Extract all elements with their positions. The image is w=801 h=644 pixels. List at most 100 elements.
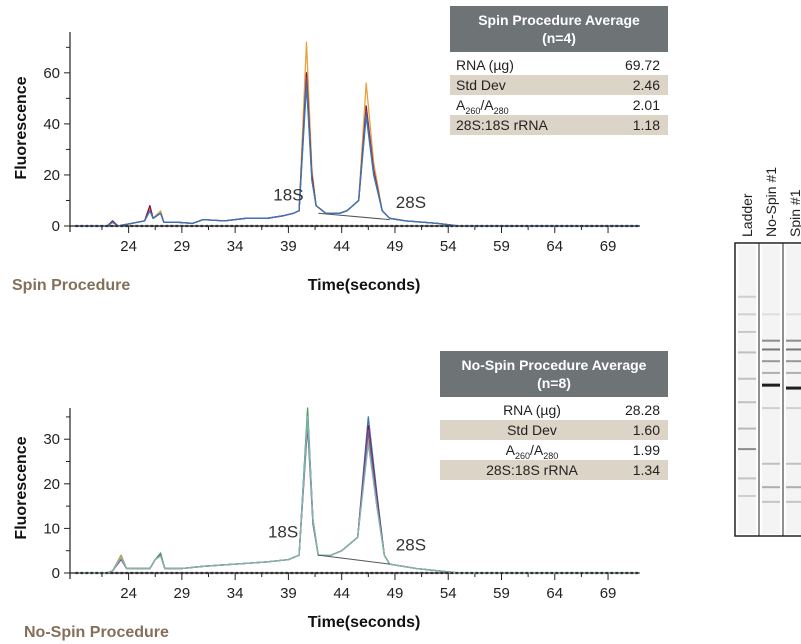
table-header-bg bbox=[440, 351, 668, 397]
y-tick-label: 0 bbox=[52, 218, 60, 235]
table-row-bg bbox=[440, 420, 668, 440]
table-row-value: 1.60 bbox=[633, 422, 660, 438]
x-tick-label: 49 bbox=[387, 238, 404, 255]
x-tick-label: 69 bbox=[600, 585, 617, 602]
y-axis-label: Fluorescence bbox=[13, 436, 30, 539]
gel-band bbox=[738, 295, 756, 298]
series-line-4 bbox=[75, 420, 640, 574]
peak-baseline bbox=[318, 212, 390, 221]
x-tick-label: 44 bbox=[333, 585, 350, 602]
peak-label-18s: 18S bbox=[273, 185, 303, 204]
gel-band bbox=[762, 371, 780, 374]
gel-band bbox=[786, 500, 801, 503]
table-row-value: 1.34 bbox=[633, 462, 660, 478]
stats-table: No-Spin Procedure Average (n=8) RNA (µg) 28… bbox=[440, 351, 668, 480]
peak-label-18s: 18S bbox=[268, 522, 298, 541]
table-title: No-Spin Procedure Average bbox=[462, 357, 647, 373]
gel-lane-label: No-Spin #1 bbox=[763, 167, 779, 237]
table-row-value: 28.28 bbox=[625, 402, 660, 418]
gel-band bbox=[738, 401, 756, 404]
gel-band bbox=[738, 427, 756, 430]
panel-caption: Spin Procedure bbox=[12, 277, 130, 294]
x-tick-label: 59 bbox=[493, 585, 510, 602]
table-row-label: A260/A280 bbox=[456, 97, 509, 116]
y-tick-label: 40 bbox=[43, 116, 60, 133]
gel-band bbox=[786, 313, 801, 316]
gel-band bbox=[762, 407, 780, 410]
stats-table: Spin Procedure Average (n=4) RNA (µg) 69.72… bbox=[450, 6, 668, 135]
x-tick-label: 24 bbox=[120, 585, 137, 602]
gel-band bbox=[738, 477, 756, 480]
x-tick-label: 29 bbox=[174, 585, 191, 602]
y-tick-label: 10 bbox=[43, 520, 60, 537]
series-line-2 bbox=[75, 72, 640, 227]
x-tick-label: 24 bbox=[120, 238, 137, 255]
series-line-4 bbox=[75, 84, 640, 227]
gel-band bbox=[762, 486, 780, 489]
x-tick-label: 44 bbox=[333, 238, 350, 255]
gel-lane bbox=[738, 245, 756, 534]
x-tick-label: 54 bbox=[440, 585, 457, 602]
series-line-3 bbox=[75, 77, 640, 227]
x-tick-label: 64 bbox=[546, 585, 563, 602]
table-row-value: 2.46 bbox=[633, 77, 660, 93]
series-line-5 bbox=[75, 425, 640, 574]
gel-band bbox=[786, 462, 801, 465]
gel-band bbox=[786, 386, 801, 390]
table-header-bg bbox=[450, 6, 668, 52]
x-axis-label: Time(seconds) bbox=[308, 277, 421, 294]
peak-label-28s: 28S bbox=[396, 536, 426, 555]
table-row-label: A260/A280 bbox=[506, 442, 559, 461]
table-row-label: 28S:18S rRNA bbox=[456, 117, 548, 133]
table-row-label: Std Dev bbox=[507, 422, 557, 438]
gel-band bbox=[738, 494, 756, 497]
gel-band bbox=[738, 330, 756, 333]
table-subtitle: (n=8) bbox=[537, 375, 571, 391]
gel-band bbox=[738, 351, 756, 354]
y-axis-label: Fluorescence bbox=[13, 76, 30, 179]
x-tick-label: 49 bbox=[387, 585, 404, 602]
table-row-bg bbox=[440, 460, 668, 480]
gel-band bbox=[762, 348, 780, 351]
table-row-label: RNA (µg) bbox=[503, 402, 561, 418]
table-row-value: 69.72 bbox=[625, 57, 660, 73]
series-line-2 bbox=[75, 416, 640, 574]
panel-caption: No-Spin Procedure bbox=[24, 624, 169, 641]
table-row-value: 1.18 bbox=[633, 117, 660, 133]
x-tick-label: 54 bbox=[440, 238, 457, 255]
x-tick-label: 39 bbox=[280, 585, 297, 602]
gel-lane-label: Ladder bbox=[739, 193, 755, 237]
gel-band bbox=[786, 371, 801, 374]
series-line-6 bbox=[75, 416, 640, 574]
table-row-value: 2.01 bbox=[633, 97, 660, 113]
gel-band bbox=[762, 339, 780, 342]
gel-band bbox=[762, 313, 780, 316]
gel-band bbox=[738, 313, 756, 316]
gel-band bbox=[786, 348, 801, 351]
peak-baseline bbox=[318, 554, 390, 565]
x-tick-label: 29 bbox=[174, 238, 191, 255]
gel-band bbox=[762, 500, 780, 503]
peak-label-28s: 28S bbox=[396, 193, 426, 212]
table-subtitle: (n=4) bbox=[542, 30, 576, 46]
gel-band bbox=[762, 360, 780, 363]
table-title: Spin Procedure Average bbox=[478, 12, 640, 28]
gel-band bbox=[762, 383, 780, 387]
y-tick-label: 30 bbox=[43, 431, 60, 448]
table-row-bg bbox=[450, 115, 668, 135]
gel-band bbox=[762, 462, 780, 465]
y-tick-label: 60 bbox=[43, 65, 60, 82]
y-tick-label: 0 bbox=[52, 565, 60, 582]
x-tick-label: 34 bbox=[227, 585, 244, 602]
gel-lane-label: Spin #1 bbox=[787, 189, 801, 237]
table-row-label: 28S:18S rRNA bbox=[486, 462, 578, 478]
gel-band bbox=[786, 360, 801, 363]
chart-panel-1: 24 29 34 39 44 49 54 59 64 69 0 20 40 60 18S 28S Fluores… bbox=[12, 6, 668, 294]
gel-band bbox=[738, 377, 756, 380]
gel-lane bbox=[762, 245, 780, 534]
gel-image: Ladder No-Spin #1 Spin #1 bbox=[734, 167, 801, 537]
table-row-bg bbox=[450, 75, 668, 95]
x-tick-label: 64 bbox=[546, 238, 563, 255]
gel-band bbox=[786, 486, 801, 489]
